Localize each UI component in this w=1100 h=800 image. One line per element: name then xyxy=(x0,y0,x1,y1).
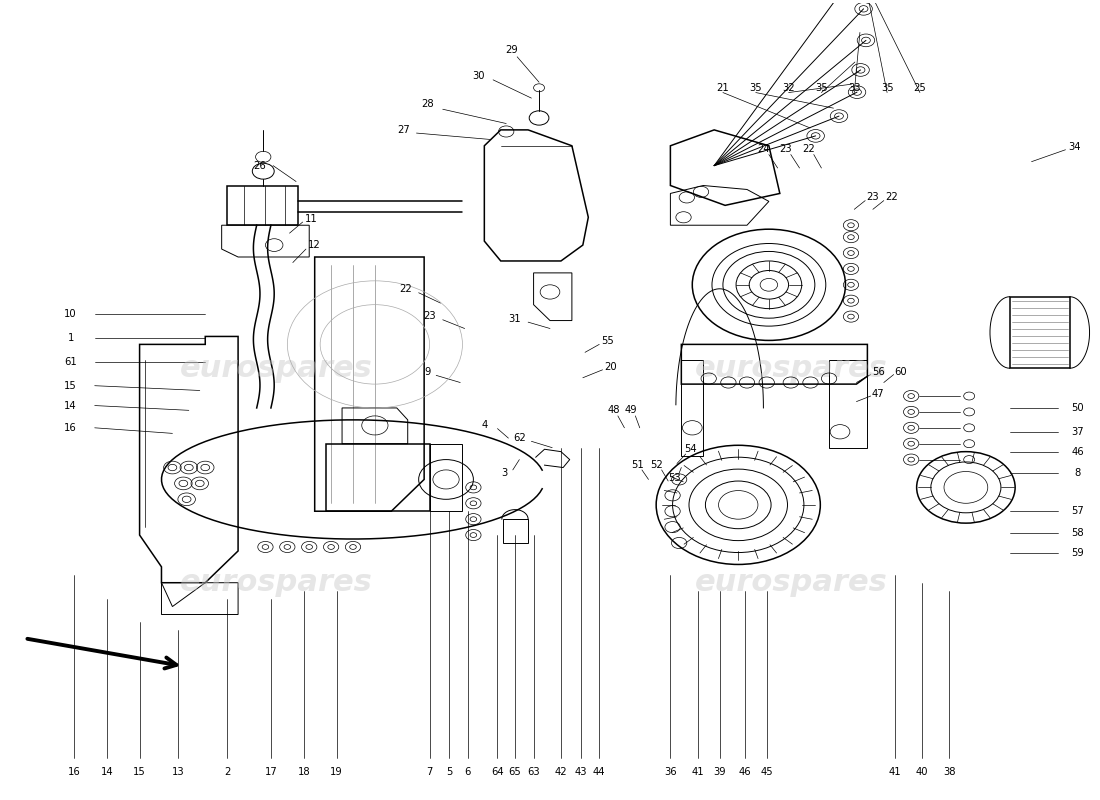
Text: 55: 55 xyxy=(602,336,615,346)
Text: 40: 40 xyxy=(916,766,928,777)
Text: 41: 41 xyxy=(889,766,901,777)
Text: eurospares: eurospares xyxy=(180,354,373,382)
Text: 61: 61 xyxy=(64,357,77,367)
Text: 5: 5 xyxy=(447,766,452,777)
Text: 11: 11 xyxy=(305,214,318,224)
Text: 18: 18 xyxy=(297,766,310,777)
Text: 52: 52 xyxy=(650,460,662,470)
Text: 25: 25 xyxy=(913,82,926,93)
Text: eurospares: eurospares xyxy=(180,568,373,598)
Text: 34: 34 xyxy=(1068,142,1080,152)
Text: 3: 3 xyxy=(500,468,507,478)
Text: 45: 45 xyxy=(760,766,773,777)
Text: 42: 42 xyxy=(554,766,568,777)
Text: 65: 65 xyxy=(508,766,521,777)
Text: eurospares: eurospares xyxy=(694,568,888,598)
Text: 22: 22 xyxy=(886,193,898,202)
Text: 23: 23 xyxy=(779,144,792,154)
Text: 12: 12 xyxy=(308,240,321,250)
Text: 51: 51 xyxy=(631,460,644,470)
Text: 43: 43 xyxy=(574,766,587,777)
Text: 23: 23 xyxy=(867,193,879,202)
Text: 37: 37 xyxy=(1071,426,1083,437)
Text: 62: 62 xyxy=(513,433,526,443)
Text: 46: 46 xyxy=(1071,446,1083,457)
Text: 49: 49 xyxy=(625,405,637,414)
Text: 15: 15 xyxy=(64,381,77,390)
Text: 46: 46 xyxy=(738,766,751,777)
Text: 31: 31 xyxy=(508,314,521,324)
Text: 63: 63 xyxy=(527,766,540,777)
Text: 4: 4 xyxy=(481,421,487,430)
Text: 13: 13 xyxy=(172,766,184,777)
Text: 35: 35 xyxy=(881,82,893,93)
Text: 48: 48 xyxy=(607,405,619,414)
Text: 32: 32 xyxy=(782,82,795,93)
Text: 21: 21 xyxy=(716,82,729,93)
Text: 8: 8 xyxy=(1075,468,1080,478)
Text: 6: 6 xyxy=(464,766,471,777)
Text: 16: 16 xyxy=(64,423,77,433)
Text: 1: 1 xyxy=(67,333,74,343)
Text: 60: 60 xyxy=(894,367,906,377)
Text: 54: 54 xyxy=(684,444,696,454)
Text: 17: 17 xyxy=(264,766,277,777)
Text: eurospares: eurospares xyxy=(694,354,888,382)
Text: 47: 47 xyxy=(872,389,884,398)
Text: 24: 24 xyxy=(757,144,770,154)
Text: 36: 36 xyxy=(664,766,676,777)
Text: 26: 26 xyxy=(254,161,266,170)
Text: 29: 29 xyxy=(505,46,518,55)
Text: 19: 19 xyxy=(330,766,343,777)
Text: 16: 16 xyxy=(67,766,80,777)
Text: 56: 56 xyxy=(872,367,884,377)
Text: 22: 22 xyxy=(399,284,411,294)
Text: 33: 33 xyxy=(848,82,860,93)
Text: 23: 23 xyxy=(424,310,436,321)
Text: 53: 53 xyxy=(669,473,681,483)
Text: 28: 28 xyxy=(421,99,433,110)
Text: 14: 14 xyxy=(64,401,77,410)
Text: 20: 20 xyxy=(604,362,616,372)
Text: 44: 44 xyxy=(593,766,605,777)
Text: 35: 35 xyxy=(815,82,827,93)
Text: 7: 7 xyxy=(427,766,432,777)
Text: 30: 30 xyxy=(473,71,485,81)
Text: 9: 9 xyxy=(425,367,430,377)
Text: 22: 22 xyxy=(802,144,815,154)
Text: 50: 50 xyxy=(1071,403,1083,413)
Text: 41: 41 xyxy=(692,766,704,777)
Text: 14: 14 xyxy=(100,766,113,777)
Text: 58: 58 xyxy=(1071,528,1083,538)
Text: 57: 57 xyxy=(1071,506,1083,516)
Text: 2: 2 xyxy=(224,766,230,777)
Text: 15: 15 xyxy=(133,766,146,777)
Text: 64: 64 xyxy=(492,766,504,777)
Text: 10: 10 xyxy=(64,309,77,319)
Text: 39: 39 xyxy=(713,766,726,777)
Text: 38: 38 xyxy=(943,766,956,777)
Text: 35: 35 xyxy=(749,82,762,93)
Text: 27: 27 xyxy=(397,125,409,135)
Text: 59: 59 xyxy=(1071,547,1083,558)
